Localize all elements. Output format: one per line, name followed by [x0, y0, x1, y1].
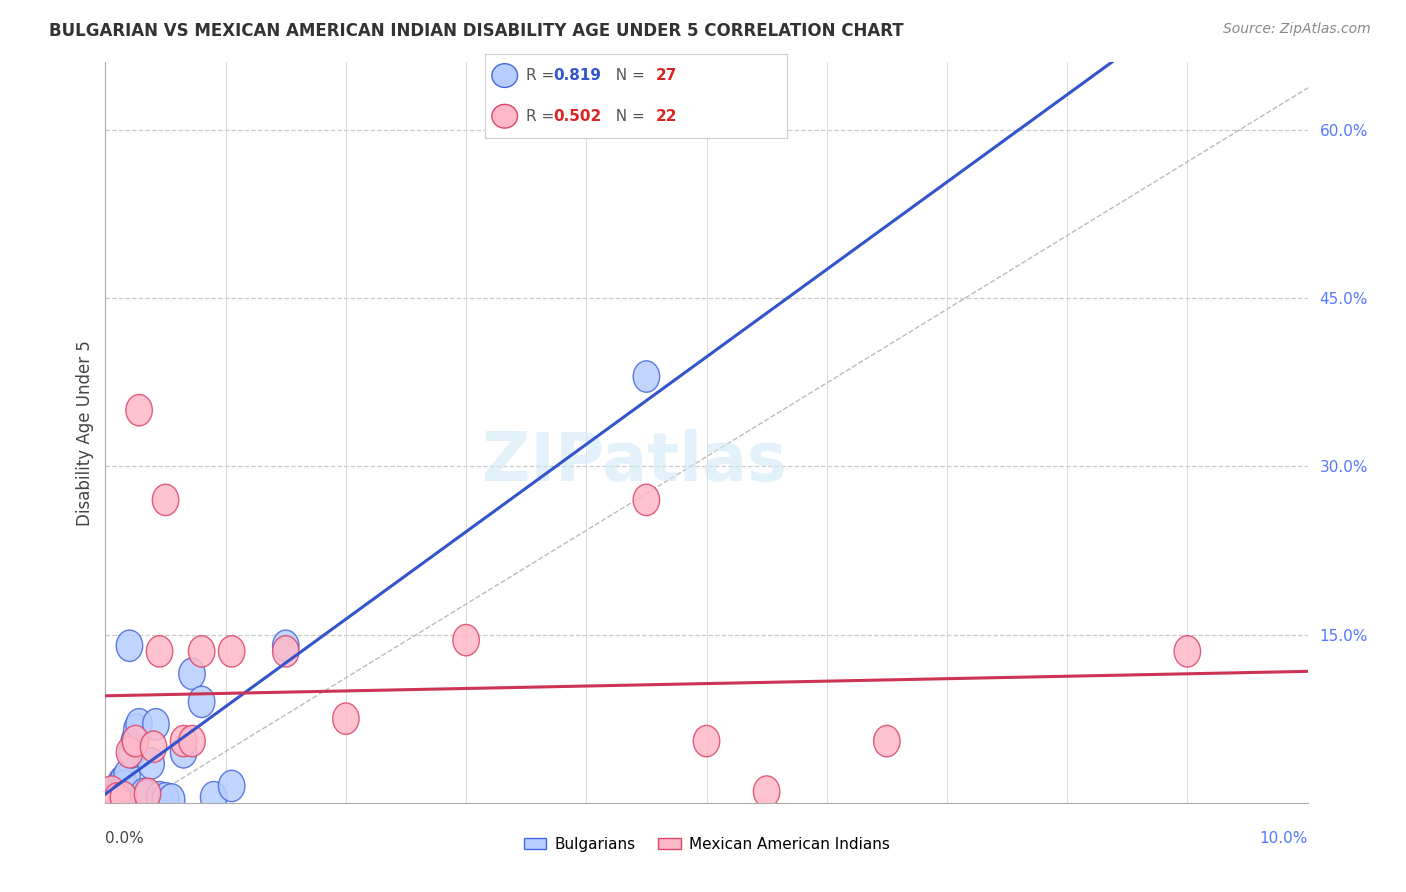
Ellipse shape	[333, 703, 359, 734]
Text: 0.819: 0.819	[553, 68, 602, 83]
Ellipse shape	[118, 737, 145, 768]
Ellipse shape	[159, 784, 184, 815]
Text: Source: ZipAtlas.com: Source: ZipAtlas.com	[1223, 22, 1371, 37]
Ellipse shape	[122, 725, 149, 756]
Ellipse shape	[135, 780, 160, 812]
Ellipse shape	[98, 784, 125, 815]
Text: N =: N =	[606, 68, 650, 83]
Text: 10.0%: 10.0%	[1260, 831, 1308, 847]
Ellipse shape	[218, 636, 245, 667]
Legend: Bulgarians, Mexican American Indians: Bulgarians, Mexican American Indians	[517, 830, 896, 858]
Ellipse shape	[170, 737, 197, 768]
Text: 0.502: 0.502	[553, 109, 602, 124]
Ellipse shape	[108, 767, 135, 798]
Ellipse shape	[104, 782, 131, 814]
Ellipse shape	[633, 361, 659, 392]
Ellipse shape	[152, 782, 179, 814]
Ellipse shape	[273, 636, 299, 667]
Ellipse shape	[146, 636, 173, 667]
Ellipse shape	[101, 781, 128, 813]
Ellipse shape	[107, 773, 134, 805]
Ellipse shape	[179, 725, 205, 756]
Ellipse shape	[127, 394, 152, 425]
Ellipse shape	[273, 630, 299, 662]
Ellipse shape	[1174, 636, 1201, 667]
Ellipse shape	[152, 484, 179, 516]
Text: BULGARIAN VS MEXICAN AMERICAN INDIAN DISABILITY AGE UNDER 5 CORRELATION CHART: BULGARIAN VS MEXICAN AMERICAN INDIAN DIS…	[49, 22, 904, 40]
Ellipse shape	[117, 737, 143, 768]
Ellipse shape	[179, 658, 205, 690]
Ellipse shape	[141, 731, 167, 763]
Ellipse shape	[754, 776, 780, 807]
Text: ZIPatlas: ZIPatlas	[482, 429, 787, 495]
Ellipse shape	[201, 781, 226, 813]
Text: 22: 22	[655, 109, 678, 124]
Y-axis label: Disability Age Under 5: Disability Age Under 5	[76, 340, 94, 525]
Ellipse shape	[131, 778, 157, 810]
Ellipse shape	[146, 781, 173, 813]
Text: 0.0%: 0.0%	[105, 831, 145, 847]
Text: 27: 27	[655, 68, 678, 83]
Ellipse shape	[188, 686, 215, 717]
Ellipse shape	[114, 759, 141, 790]
Text: N =: N =	[606, 109, 650, 124]
Ellipse shape	[110, 781, 136, 813]
Ellipse shape	[218, 771, 245, 802]
Ellipse shape	[492, 63, 517, 87]
Ellipse shape	[138, 747, 165, 780]
Ellipse shape	[693, 725, 720, 756]
Ellipse shape	[188, 636, 215, 667]
Ellipse shape	[110, 764, 136, 796]
Ellipse shape	[492, 104, 517, 128]
Ellipse shape	[124, 714, 150, 746]
Ellipse shape	[98, 776, 125, 807]
Ellipse shape	[633, 484, 659, 516]
Ellipse shape	[873, 725, 900, 756]
Ellipse shape	[121, 725, 148, 756]
Ellipse shape	[170, 725, 197, 756]
Ellipse shape	[143, 708, 169, 740]
Ellipse shape	[104, 778, 131, 810]
Ellipse shape	[135, 778, 160, 810]
Ellipse shape	[111, 771, 138, 802]
Ellipse shape	[127, 708, 152, 740]
Ellipse shape	[453, 624, 479, 656]
Text: R =: R =	[526, 109, 560, 124]
Ellipse shape	[117, 630, 143, 662]
Text: R =: R =	[526, 68, 560, 83]
